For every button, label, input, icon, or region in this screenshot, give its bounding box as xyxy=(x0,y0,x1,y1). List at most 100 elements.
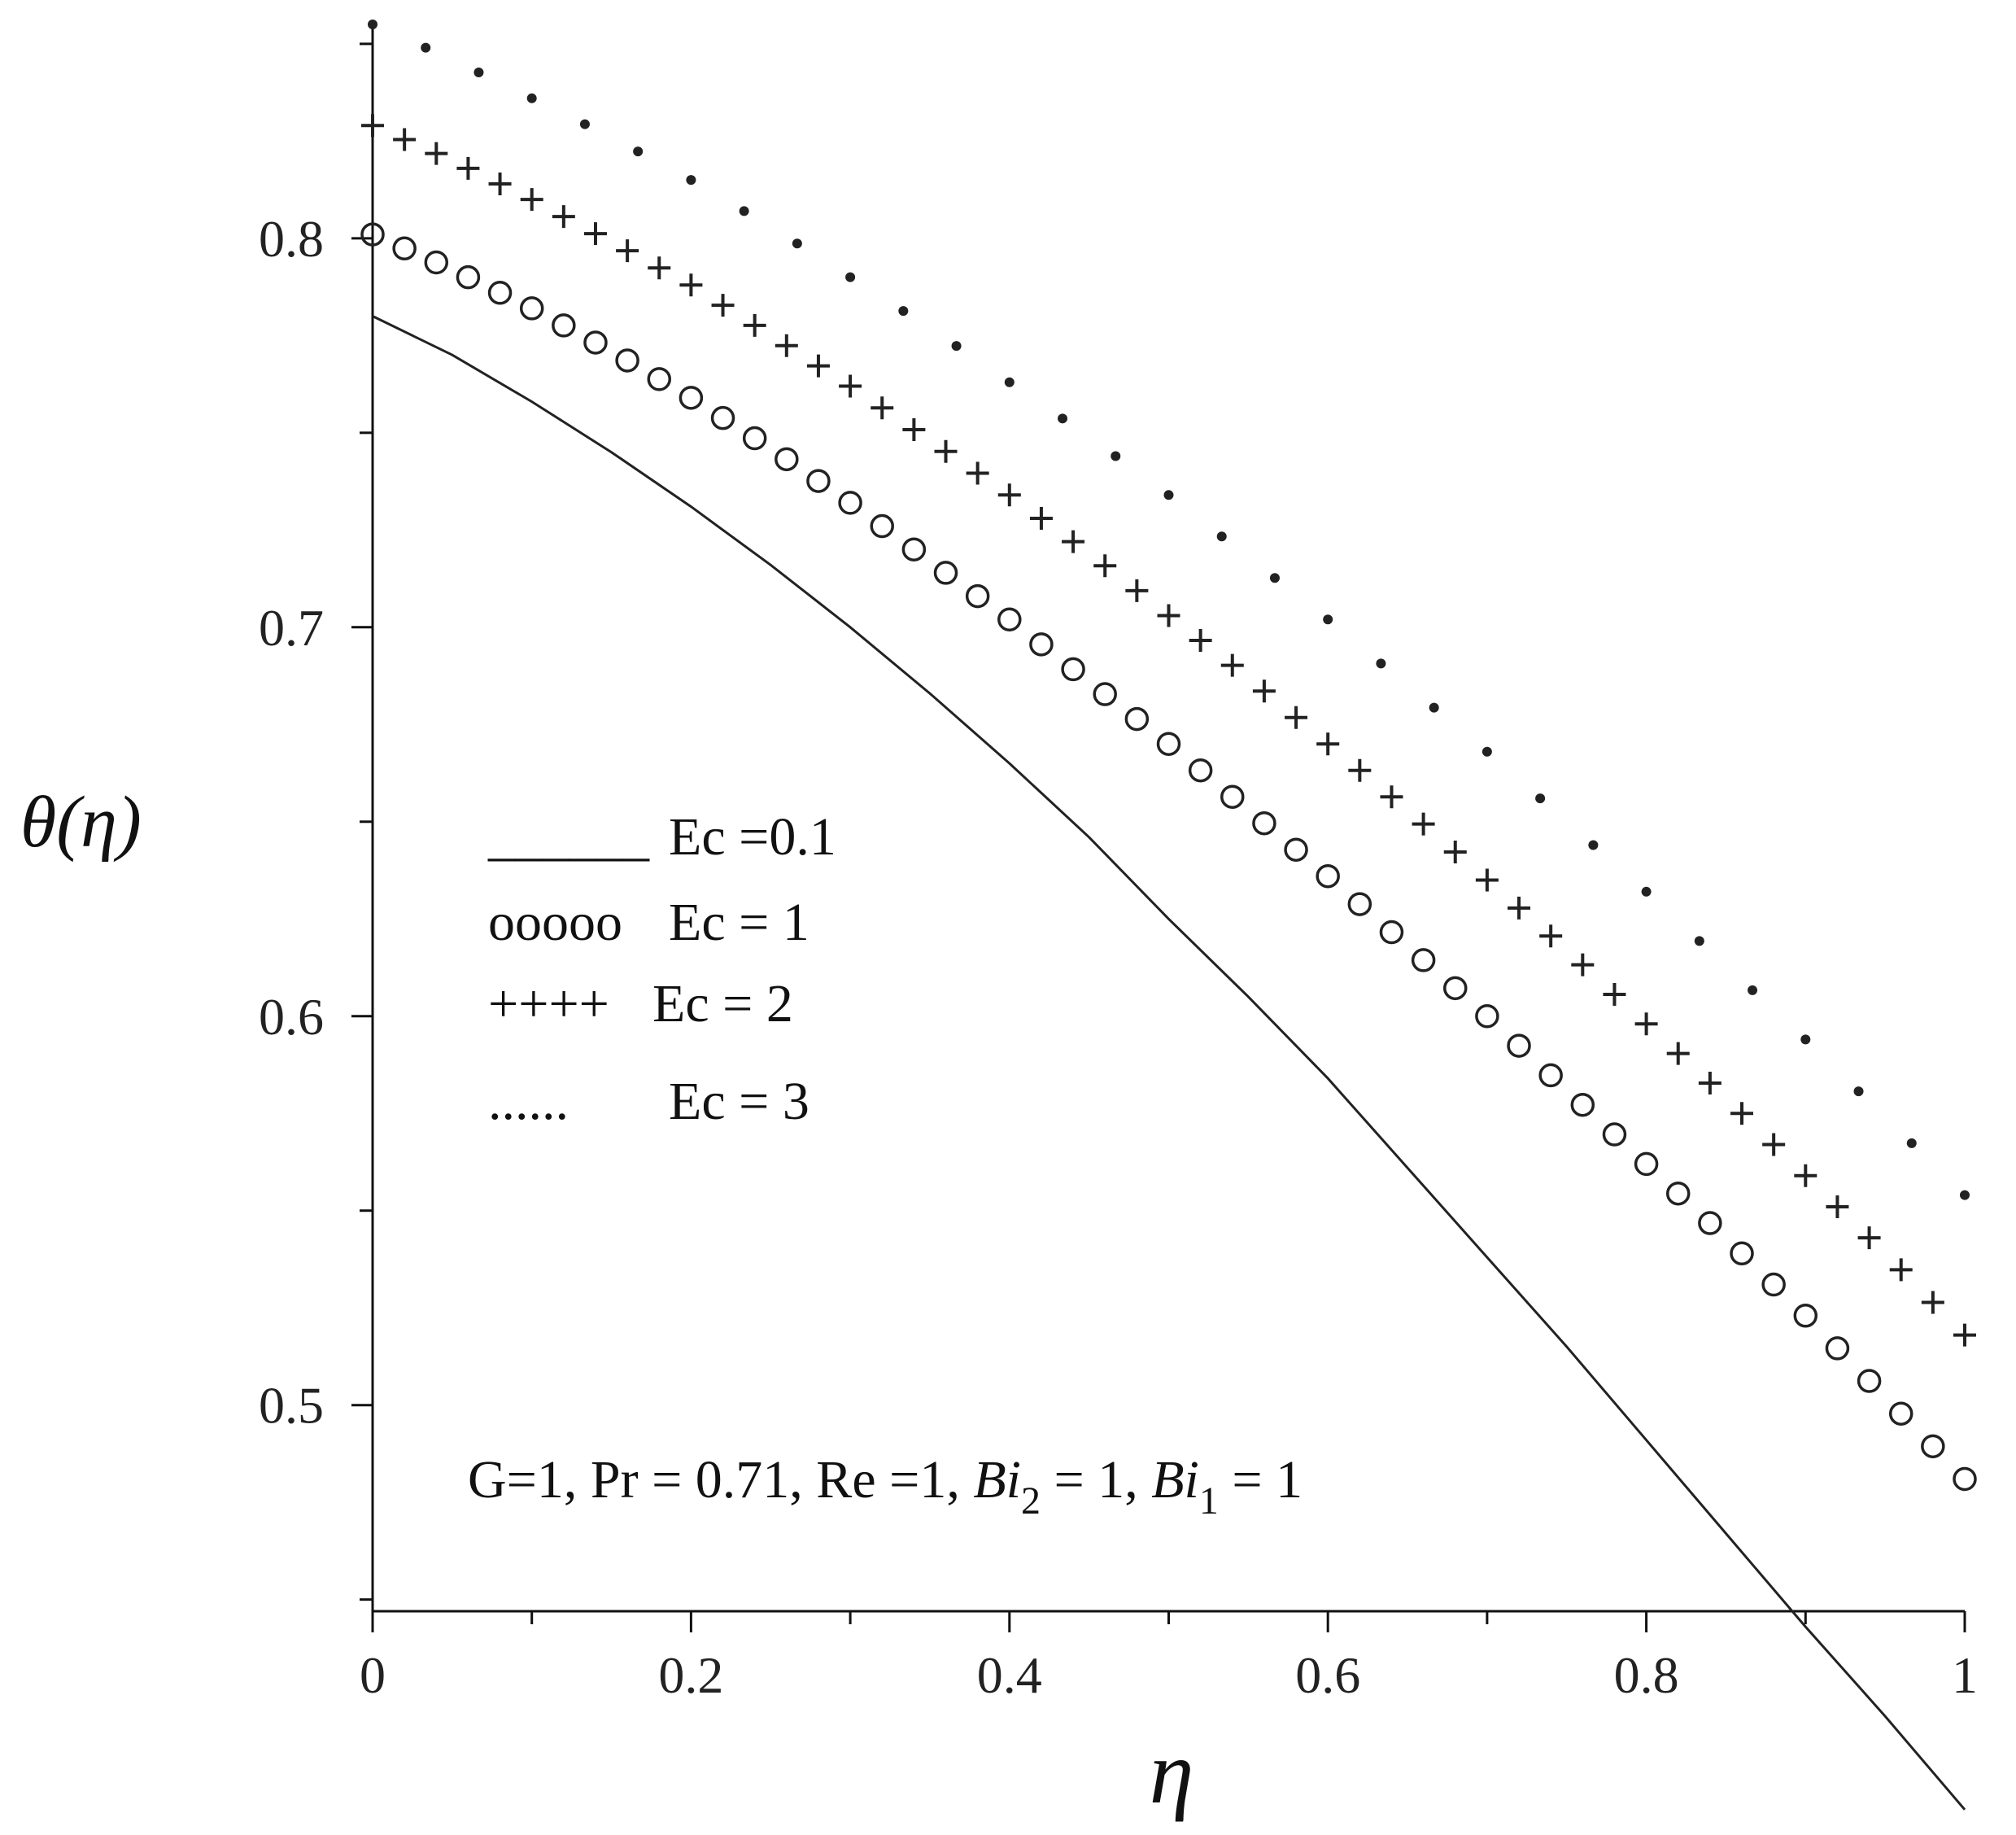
data-point xyxy=(360,222,385,247)
data-point xyxy=(552,313,576,338)
data-point xyxy=(1252,679,1276,703)
data-point xyxy=(902,418,926,442)
data-point xyxy=(1475,868,1499,892)
x-tick-label: 0.8 xyxy=(1614,1646,1679,1704)
data-point xyxy=(1960,1190,1970,1200)
data-point xyxy=(1481,746,1492,757)
data-point xyxy=(1666,1042,1690,1065)
data-point xyxy=(1188,758,1213,783)
data-point xyxy=(1698,1071,1721,1094)
data-point xyxy=(1062,530,1085,553)
data-point xyxy=(1634,1012,1658,1036)
series-plus xyxy=(361,114,1976,1347)
y-tick-label: 0.7 xyxy=(259,599,324,657)
data-point xyxy=(965,583,990,609)
data-point xyxy=(1694,936,1704,946)
data-point xyxy=(633,146,644,157)
data-point xyxy=(579,119,590,129)
data-point xyxy=(806,469,831,493)
data-point xyxy=(1058,413,1068,424)
data-point xyxy=(679,386,704,410)
data-point xyxy=(1348,758,1372,782)
data-point xyxy=(1269,573,1280,583)
data-point xyxy=(615,348,639,373)
data-point xyxy=(1316,732,1340,756)
legend: ______ Ec =0.1 ooooo Ec = 1 ++++ Ec = 2 … xyxy=(487,807,836,1131)
data-point xyxy=(966,461,989,485)
legend-marker-ec-2: ++++ xyxy=(488,974,609,1033)
y-ticks: 0.5 0.6 0.7 0.8 xyxy=(259,42,373,1601)
data-point xyxy=(1380,785,1403,809)
x-tick-label: 0 xyxy=(360,1646,386,1704)
data-point xyxy=(552,205,575,229)
data-point xyxy=(1921,1434,1945,1459)
data-point xyxy=(1539,924,1563,948)
data-point xyxy=(361,114,384,138)
x-tick-label: 0.2 xyxy=(658,1646,723,1704)
data-point xyxy=(997,607,1022,631)
data-point xyxy=(583,330,608,355)
data-point xyxy=(1800,1034,1811,1045)
data-point xyxy=(1029,632,1054,657)
data-point xyxy=(1443,841,1467,864)
data-point xyxy=(393,128,417,151)
data-point xyxy=(1953,1466,1977,1492)
data-point xyxy=(616,239,639,263)
data-point xyxy=(806,354,830,378)
data-point xyxy=(583,222,607,246)
data-point xyxy=(871,396,894,420)
data-point xyxy=(456,156,480,180)
x-tick-label: 0.4 xyxy=(977,1646,1042,1704)
data-point xyxy=(1825,1336,1850,1361)
data-point xyxy=(1093,682,1117,706)
param-bi1-subscript: 1 xyxy=(1199,1479,1219,1523)
data-point xyxy=(1429,702,1439,713)
data-point xyxy=(473,67,484,77)
y-tick-label: 0.8 xyxy=(259,210,324,268)
data-point xyxy=(838,491,862,515)
data-point xyxy=(1762,1133,1786,1156)
data-point xyxy=(1698,1211,1722,1235)
data-point xyxy=(1794,1164,1817,1187)
legend-marker-ec-0-1: ______ xyxy=(487,807,650,867)
data-point xyxy=(1634,1151,1659,1177)
data-point xyxy=(1379,920,1404,945)
legend-label-ec-2: Ec = 2 xyxy=(652,974,793,1033)
data-point xyxy=(1603,982,1626,1006)
data-point xyxy=(743,313,766,337)
series-dot xyxy=(368,20,1970,1200)
data-point xyxy=(421,42,431,53)
data-point xyxy=(901,537,927,561)
data-point xyxy=(845,272,856,282)
data-point xyxy=(1004,377,1015,387)
data-point xyxy=(1906,1138,1917,1148)
data-point xyxy=(425,142,448,165)
param-pr: Pr = 0.71, xyxy=(591,1450,816,1510)
data-point xyxy=(710,405,735,430)
x-tick-label: 1 xyxy=(1952,1646,1978,1704)
data-point xyxy=(1093,554,1117,578)
data-point xyxy=(456,264,481,290)
x-tick-label: 0.6 xyxy=(1295,1646,1360,1704)
data-point xyxy=(1538,1063,1563,1088)
data-point xyxy=(1061,657,1085,682)
data-point xyxy=(1220,653,1244,677)
data-point xyxy=(870,513,894,539)
data-point xyxy=(1853,1086,1864,1097)
data-point xyxy=(775,447,799,472)
plot-series xyxy=(360,20,1977,1811)
data-point xyxy=(1323,614,1333,625)
data-point xyxy=(1730,1241,1754,1266)
data-point xyxy=(1411,948,1436,972)
param-g: G=1, xyxy=(468,1450,591,1510)
data-point xyxy=(686,175,696,186)
param-bi2-symbol: Bi xyxy=(973,1450,1021,1510)
data-point xyxy=(520,188,543,212)
data-point xyxy=(1157,604,1180,627)
data-point xyxy=(1029,506,1053,530)
data-point xyxy=(1189,629,1212,653)
data-point xyxy=(1857,1369,1882,1393)
data-point xyxy=(488,172,512,195)
series-solid xyxy=(372,315,1966,1811)
data-point xyxy=(711,294,735,317)
